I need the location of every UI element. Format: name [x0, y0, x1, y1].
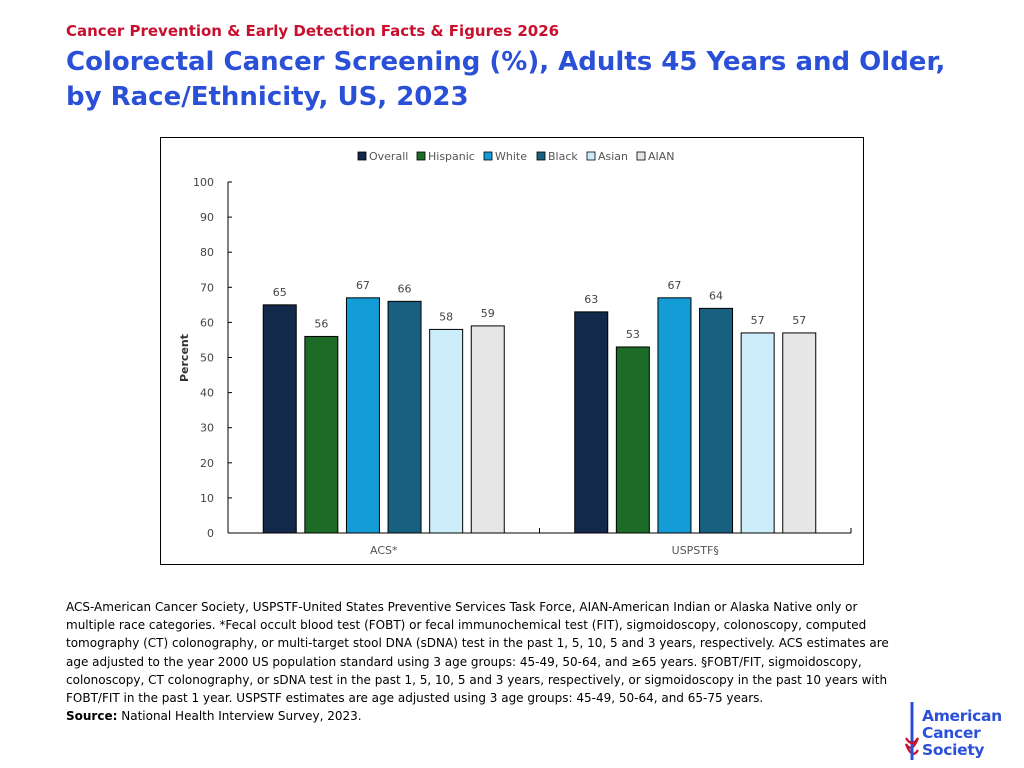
- bar-value-label: 65: [273, 286, 287, 299]
- y-axis-label: Percent: [178, 334, 191, 382]
- logo-wordmark: American Cancer Society: [922, 708, 1002, 759]
- logo-line: Cancer: [922, 724, 981, 742]
- bar: [615, 346, 650, 534]
- y-tick-label: 50: [200, 352, 214, 365]
- bar: [657, 297, 692, 534]
- bar-chart: Overall Hispanic White Black Asian AIAN 0 10 20 3…: [178, 150, 852, 557]
- bar-value-label: 67: [356, 279, 370, 292]
- footnote: ACS-American Cancer Society, USPSTF-Unit…: [66, 598, 896, 725]
- y-tick-label: 20: [200, 457, 214, 470]
- bar-value-label: 59: [481, 307, 495, 320]
- bar-value-label: 56: [314, 317, 328, 330]
- report-supertitle: Cancer Prevention & Early Detection Fact…: [66, 22, 560, 40]
- x-category-label: ACS*: [370, 544, 398, 557]
- legend-swatch: [416, 151, 426, 161]
- y-tick-label: 0: [207, 527, 214, 540]
- bar: [345, 297, 380, 534]
- acs-logo: American Cancer Society: [902, 702, 1020, 766]
- legend-swatch: [536, 151, 546, 161]
- sword-of-hope-icon: [904, 702, 920, 760]
- chart-title: Colorectal Cancer Screening (%), Adults …: [66, 47, 946, 112]
- y-tick-label: 10: [200, 492, 214, 505]
- bar-value-label: 64: [709, 289, 723, 302]
- footnote-text: ACS-American Cancer Society, USPSTF-Unit…: [66, 600, 889, 706]
- bar-value-label: 67: [667, 279, 681, 292]
- legend-swatch: [483, 151, 493, 161]
- source-label: Source:: [66, 709, 118, 724]
- source-line: Source: National Health Interview Survey…: [66, 707, 896, 725]
- legend-label: Black: [548, 150, 578, 163]
- source-text: National Health Interview Survey, 2023.: [121, 709, 362, 724]
- bar-value-label: 57: [751, 314, 765, 327]
- logo-line: Society: [922, 741, 985, 759]
- legend-label: White: [495, 150, 527, 163]
- y-tick-label: 30: [200, 422, 214, 435]
- y-tick-label: 100: [193, 176, 214, 189]
- bar: [470, 325, 505, 534]
- bar: [699, 307, 734, 534]
- y-tick-label: 80: [200, 246, 214, 259]
- chart-container: Overall Hispanic White Black Asian AIAN 0 10 20 3…: [160, 137, 864, 565]
- legend-label: Hispanic: [428, 150, 475, 163]
- bar: [740, 332, 775, 534]
- y-tick-label: 70: [200, 281, 214, 294]
- legend-label: AIAN: [648, 150, 675, 163]
- bar-value-label: 57: [792, 314, 806, 327]
- bar: [782, 332, 817, 534]
- y-tick-label: 90: [200, 211, 214, 224]
- legend-swatch: [586, 151, 596, 161]
- legend-label: Asian: [598, 150, 628, 163]
- x-category-label: USPSTF§: [672, 544, 719, 557]
- y-tick-label: 40: [200, 387, 214, 400]
- bar: [387, 300, 422, 534]
- bar-value-label: 63: [584, 293, 598, 306]
- bar: [304, 335, 339, 534]
- legend-swatch: [636, 151, 646, 161]
- bar: [429, 328, 464, 534]
- bar-value-label: 58: [439, 310, 453, 323]
- bar-value-label: 66: [398, 282, 412, 295]
- bar: [574, 311, 609, 534]
- bar-value-label: 53: [626, 328, 640, 341]
- logo-line: American: [922, 707, 1002, 725]
- legend-swatch: [357, 151, 367, 161]
- legend-label: Overall: [369, 150, 408, 163]
- y-tick-label: 60: [200, 316, 214, 329]
- bar: [262, 304, 297, 534]
